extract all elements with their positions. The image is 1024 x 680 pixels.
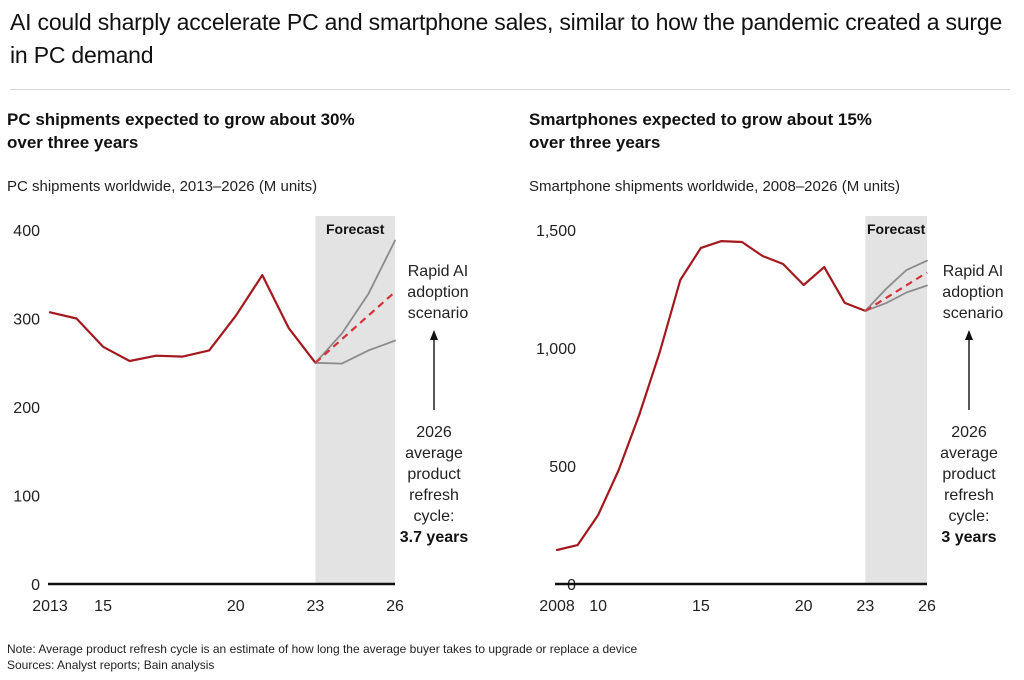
refresh-annotation-text: product: [407, 466, 461, 483]
smartphone-chart: Forecast 0 500 1,000 1,500 2008 10 15 20 23 26 Rapi…: [536, 216, 1004, 615]
scenario-annotation-text: Rapid AI: [943, 263, 1003, 280]
x-tick-label: 2008: [539, 598, 575, 615]
refresh-annotation-text: average: [940, 445, 998, 462]
x-tick-label: 23: [856, 598, 874, 615]
ai-scenario-line: [314, 291, 396, 364]
ai-scenario-line: [864, 271, 928, 312]
x-tick-label: 15: [94, 598, 112, 615]
forecast-high-line: [314, 239, 396, 364]
actual-line: [555, 240, 867, 552]
refresh-cycle-value: 3 years: [941, 529, 996, 546]
y-tick-label: 0: [31, 577, 40, 594]
footer-note: Note: Average product refresh cycle is a…: [7, 642, 638, 656]
refresh-annotation-text: 2026: [951, 424, 987, 441]
forecast-label: Forecast: [326, 221, 385, 237]
scenario-annotation-text: scenario: [943, 305, 1004, 322]
scenario-annotation-text: scenario: [408, 305, 469, 322]
scenario-annotation-text: Rapid AI: [408, 263, 468, 280]
actual-line: [48, 274, 317, 364]
refresh-annotation-text: 2026: [416, 424, 452, 441]
y-tick-label: 0: [567, 577, 576, 594]
pc-panel-heading: PC shipments expected to grow about 30% …: [7, 110, 355, 152]
footer-sources: Sources: Analyst reports; Bain analysis: [7, 658, 215, 672]
forecast-low-line: [864, 284, 928, 312]
x-tick-label: 26: [386, 598, 404, 615]
x-tick-label: 20: [227, 598, 245, 615]
forecast-high-line: [864, 259, 928, 312]
y-tick-label: 400: [13, 223, 40, 240]
y-tick-label: 1,500: [536, 223, 576, 240]
x-tick-label: 23: [306, 598, 324, 615]
annotation-arrow-head-icon: [430, 330, 438, 340]
x-tick-label: 2013: [32, 598, 68, 615]
refresh-annotation-text: refresh: [944, 487, 994, 504]
smartphone-panel-heading: Smartphones expected to grow about 15% o…: [529, 110, 872, 152]
pc-chart-title: PC shipments worldwide, 2013–2026 (M uni…: [7, 178, 318, 195]
y-tick-label: 300: [13, 312, 40, 329]
refresh-cycle-value: 3.7 years: [400, 529, 469, 546]
forecast-band: [865, 216, 927, 584]
smartphone-chart-title: Smartphone shipments worldwide, 2008–202…: [529, 178, 901, 195]
pc-chart: Forecast 0 100 200 300 400 2013 15 20 23 26 Rapid A…: [13, 216, 469, 615]
refresh-annotation-text: average: [405, 445, 463, 462]
refresh-annotation-text: refresh: [409, 487, 459, 504]
refresh-annotation-text: product: [942, 466, 996, 483]
x-tick-label: 20: [795, 598, 813, 615]
y-tick-label: 500: [549, 459, 576, 476]
scenario-annotation-text: adoption: [407, 284, 468, 301]
y-tick-label: 100: [13, 489, 40, 506]
y-tick-label: 1,000: [536, 341, 576, 358]
y-tick-label: 200: [13, 400, 40, 417]
title-divider: [10, 89, 1010, 90]
forecast-low-line: [314, 339, 396, 365]
x-tick-label: 10: [589, 598, 607, 615]
refresh-annotation-text: cycle:: [414, 508, 455, 525]
annotation-arrow-head-icon: [965, 330, 973, 340]
x-tick-label: 15: [692, 598, 710, 615]
main-title: AI could sharply accelerate PC and smart…: [10, 9, 1003, 68]
forecast-band: [315, 216, 395, 584]
x-tick-label: 26: [918, 598, 936, 615]
forecast-label: Forecast: [867, 221, 926, 237]
scenario-annotation-text: adoption: [942, 284, 1003, 301]
refresh-annotation-text: cycle:: [949, 508, 990, 525]
